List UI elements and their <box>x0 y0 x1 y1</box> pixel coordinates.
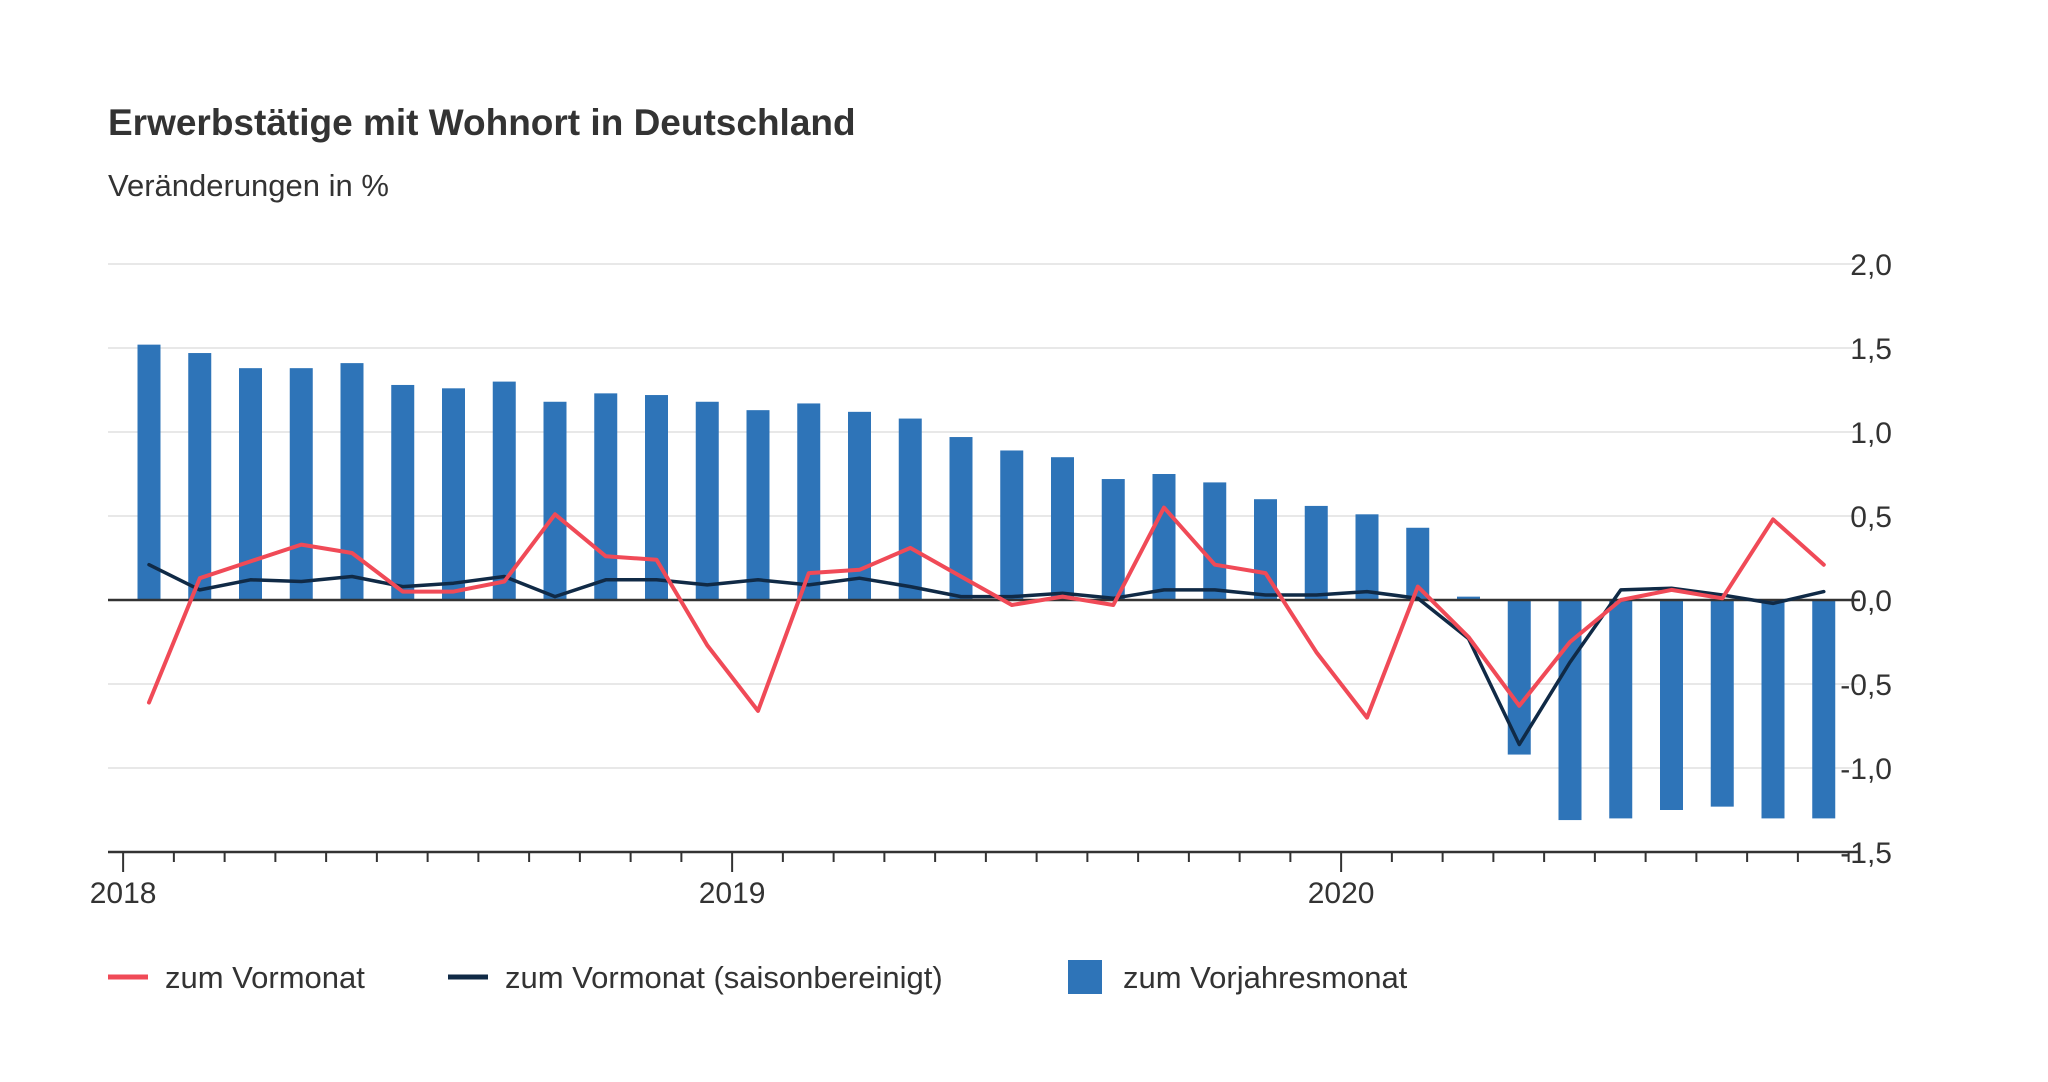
legend-label: zum Vormonat <box>165 960 365 995</box>
legend-label: zum Vormonat (saisonbereinigt) <box>505 960 943 995</box>
chart-title: Erwerbstätige mit Wohnort in Deutschland <box>108 102 856 143</box>
bar <box>594 393 618 600</box>
y-tick-label: -1,0 <box>1840 753 1892 786</box>
bar <box>1000 450 1024 600</box>
bar <box>1660 600 1683 810</box>
bar <box>949 437 973 600</box>
x-tick-label: 2019 <box>699 877 766 910</box>
bar <box>442 388 465 600</box>
bar <box>543 401 567 600</box>
legend-swatch <box>1068 960 1102 994</box>
bar <box>1710 600 1734 807</box>
bar <box>391 384 415 600</box>
y-tick-label: 0,0 <box>1850 585 1892 618</box>
y-tick-label: 1,0 <box>1850 417 1892 450</box>
bar <box>137 344 161 600</box>
y-tick-label: 2,0 <box>1850 249 1892 282</box>
line-series <box>147 505 1826 747</box>
y-tick-label: 1,5 <box>1850 333 1892 366</box>
bar <box>492 381 516 600</box>
legend-label: zum Vorjahresmonat <box>1123 960 1408 995</box>
x-tick-label: 2020 <box>1308 877 1375 910</box>
y-tick-label: -0,5 <box>1840 669 1892 702</box>
bar <box>1507 600 1531 755</box>
bar <box>746 410 770 600</box>
chart-subtitle: Veränderungen in % <box>108 168 389 203</box>
y-axis-labels: 2,0 1,5 1,0 0,5 0,0 -0,5 -1,0 -1,5 <box>1840 249 1892 870</box>
bar <box>1254 499 1277 600</box>
bar <box>1152 474 1176 600</box>
x-axis <box>108 598 1860 872</box>
bar-series <box>137 344 1836 821</box>
bar <box>340 363 364 600</box>
y-tick-label: 0,5 <box>1850 501 1892 534</box>
bar <box>1304 505 1328 600</box>
legend: zum Vormonat zum Vormonat (saisonbereinig… <box>108 960 1408 995</box>
bar <box>1406 527 1430 600</box>
bar <box>1051 457 1074 600</box>
bar <box>1812 600 1836 819</box>
bar <box>289 368 313 600</box>
bar <box>1203 482 1227 600</box>
bar <box>1761 600 1785 819</box>
bar <box>848 411 871 600</box>
y-tick-label: -1,5 <box>1840 837 1892 870</box>
bar <box>645 395 668 600</box>
bar <box>188 353 212 600</box>
series-line <box>147 505 1826 720</box>
series-line <box>147 562 1826 747</box>
bar <box>797 403 821 600</box>
bar <box>1355 514 1379 600</box>
bar <box>1457 596 1480 600</box>
bar <box>898 418 922 600</box>
bar <box>1101 479 1125 600</box>
bar <box>1609 600 1633 819</box>
gridlines <box>108 263 1860 769</box>
bar <box>239 368 262 600</box>
x-axis-labels: 2018 2019 2020 <box>90 877 1375 910</box>
x-tick-label: 2018 <box>90 877 157 910</box>
bar <box>695 401 719 600</box>
